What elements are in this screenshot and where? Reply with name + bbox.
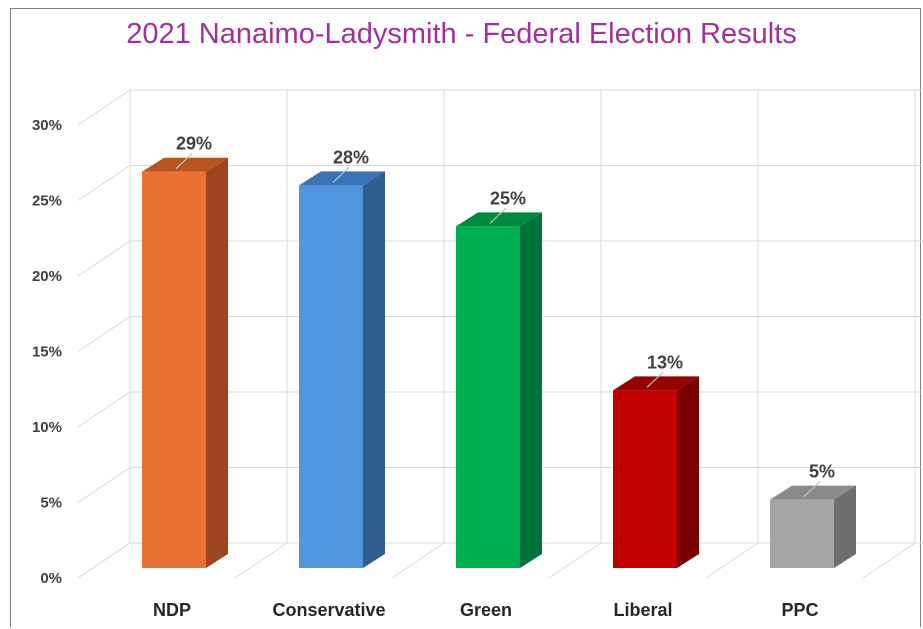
bar-side (363, 171, 385, 568)
bar (456, 226, 520, 569)
chart-frame (10, 8, 921, 627)
floor-line (234, 542, 288, 579)
label-leader (332, 166, 350, 183)
bar-side (834, 485, 856, 568)
gridline-side (77, 467, 131, 503)
data-label: 13% (647, 352, 683, 372)
x-tick-label: Green (460, 600, 512, 620)
y-tick-label: 30% (32, 117, 62, 134)
x-tick-label: NDP (153, 600, 191, 620)
x-tick-label: PPC (781, 600, 818, 620)
bar (299, 185, 363, 568)
y-tick-label: 10% (32, 419, 62, 436)
bar-side (520, 212, 542, 569)
bar-side (206, 157, 228, 568)
bar-top (456, 212, 542, 227)
y-tick-label: 25% (32, 193, 62, 210)
y-axis: 0% 5% 10% 15% 20% 25% 30% (32, 117, 62, 587)
floor-line (77, 542, 131, 579)
floor-line (391, 542, 445, 579)
floor-line (862, 542, 916, 579)
y-tick-label: 5% (40, 495, 62, 512)
gridline-side (77, 316, 131, 352)
gridline-side (77, 165, 131, 201)
gridline-side (77, 391, 131, 428)
floor-line (705, 542, 759, 579)
gridline-side (77, 240, 131, 277)
bar-side (677, 376, 699, 568)
label-leader (803, 481, 821, 498)
data-label: 29% (176, 134, 212, 154)
bar (613, 390, 677, 568)
data-label: 28% (333, 147, 369, 167)
y-tick-label: 20% (32, 268, 62, 285)
y-tick-label: 0% (40, 570, 62, 587)
data-label: 25% (490, 188, 526, 208)
bars (142, 157, 856, 569)
bar-top (142, 157, 228, 172)
bar-top (613, 376, 699, 391)
bar (770, 499, 834, 568)
x-tick-label: Conservative (272, 600, 385, 620)
label-leader (646, 371, 664, 388)
gridline-side (77, 89, 131, 126)
label-leader (489, 207, 507, 224)
chart-title: 2021 Nanaimo-Ladysmith - Federal Electio… (126, 18, 797, 50)
floor-line (548, 542, 602, 579)
bar (142, 171, 206, 568)
bar-top (770, 485, 856, 500)
label-leader (175, 153, 193, 170)
x-tick-label: Liberal (613, 600, 672, 620)
y-tick-label: 15% (32, 344, 62, 361)
bar-top (299, 171, 385, 186)
x-axis: NDP Conservative Green Liberal PPC (153, 600, 819, 620)
data-label: 5% (809, 462, 835, 482)
data-labels: 29% 28% 25% 13% 5% (175, 134, 835, 498)
